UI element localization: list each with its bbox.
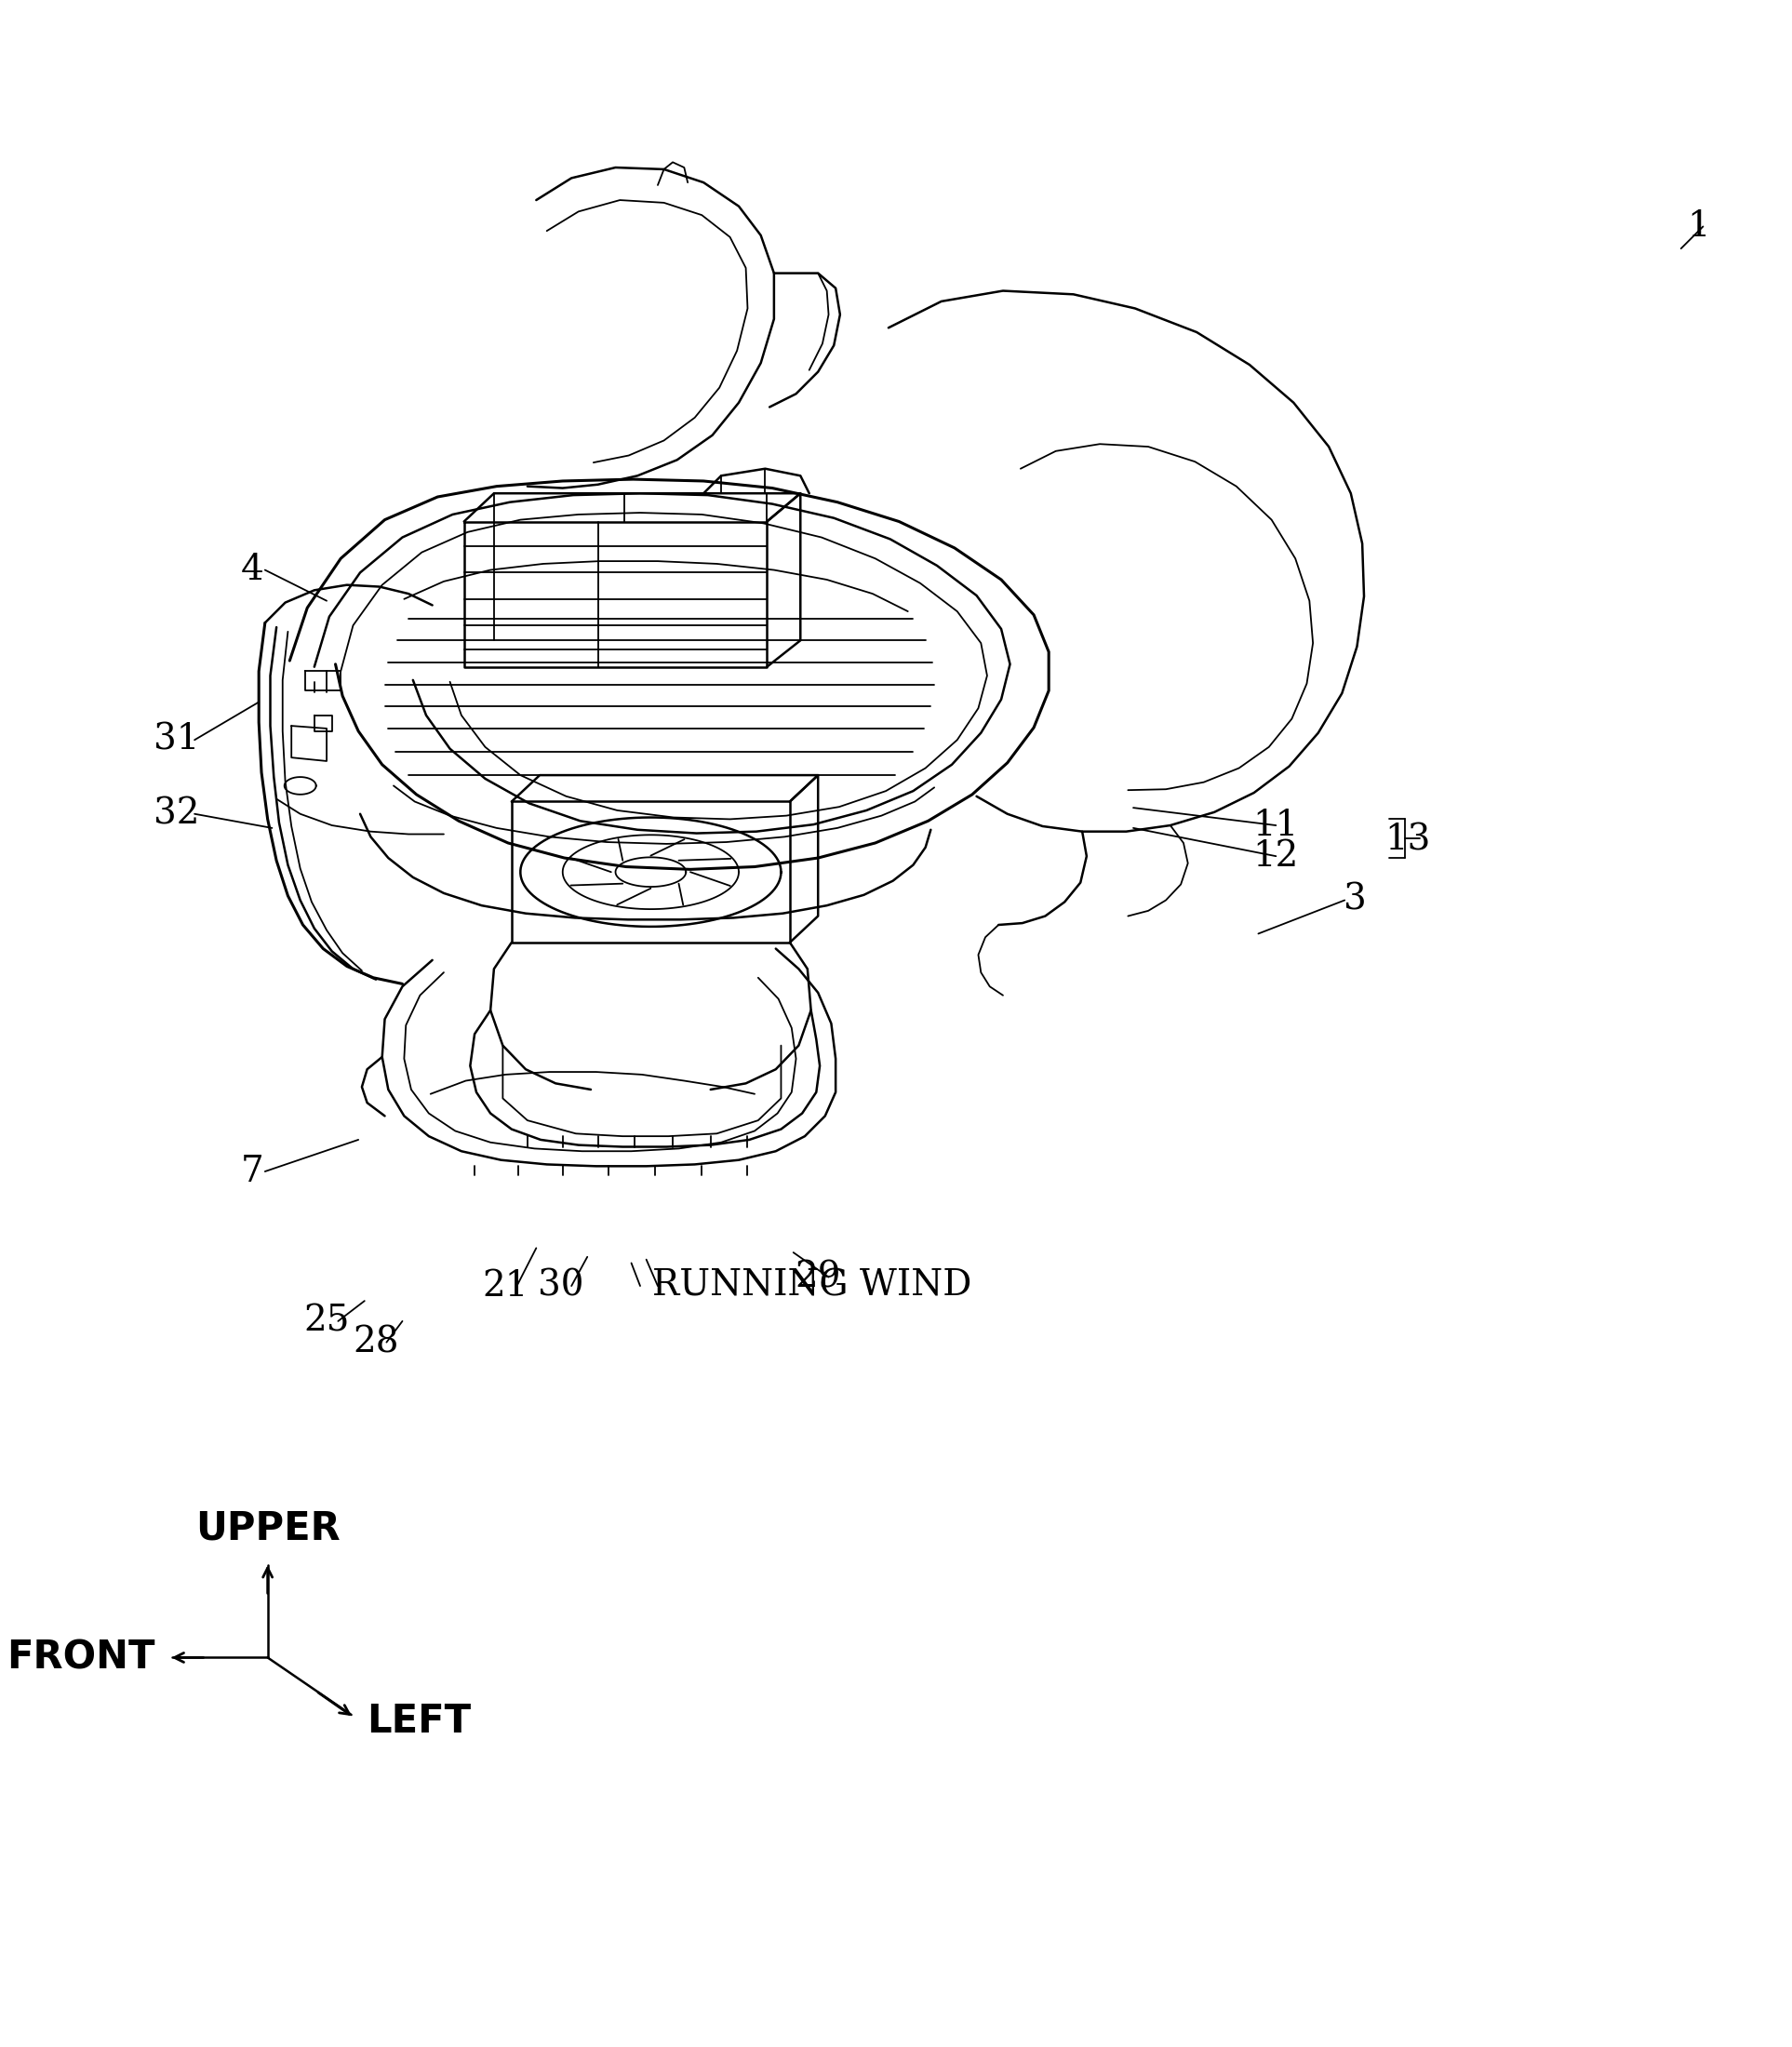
Text: 30: 30: [538, 1269, 584, 1304]
Text: 11: 11: [1253, 809, 1299, 843]
Text: 25: 25: [303, 1304, 349, 1339]
Text: 21: 21: [482, 1269, 529, 1304]
Text: 13: 13: [1385, 823, 1432, 858]
Text: LEFT: LEFT: [366, 1701, 471, 1740]
Text: 7: 7: [242, 1155, 263, 1189]
Text: 12: 12: [1253, 839, 1299, 874]
Text: 3: 3: [1344, 882, 1367, 917]
Text: 29: 29: [796, 1259, 840, 1294]
Text: RUNNING WIND: RUNNING WIND: [652, 1269, 971, 1304]
Text: 31: 31: [154, 723, 201, 757]
Text: 32: 32: [154, 796, 201, 831]
Text: 1: 1: [1688, 209, 1710, 244]
Text: UPPER: UPPER: [195, 1509, 340, 1548]
Text: 28: 28: [353, 1324, 400, 1359]
Text: 4: 4: [242, 553, 263, 587]
Text: FRONT: FRONT: [7, 1638, 154, 1676]
